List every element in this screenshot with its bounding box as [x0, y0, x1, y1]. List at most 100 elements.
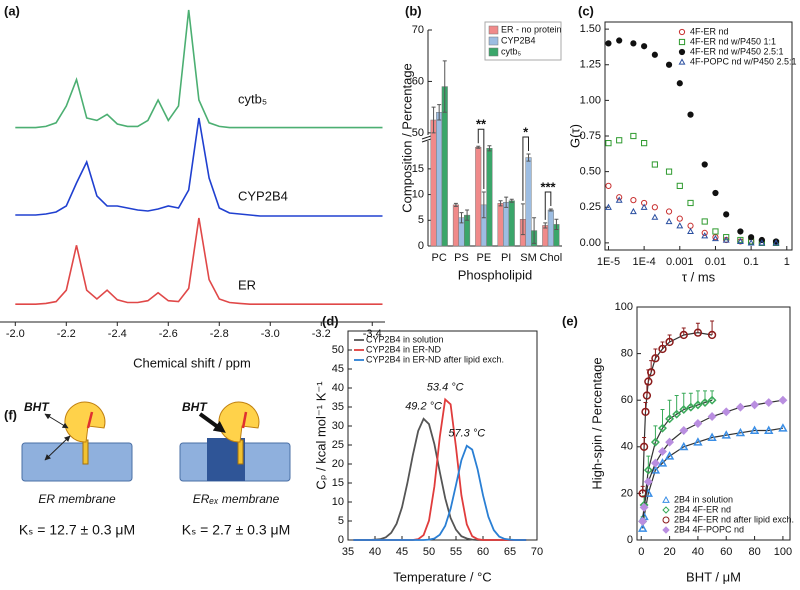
point [721, 407, 731, 417]
legend-swatch [488, 25, 499, 35]
point [747, 239, 755, 246]
line [353, 444, 527, 541]
panel-label: (c) [578, 3, 594, 18]
significance-label: * [523, 124, 529, 139]
point [712, 228, 719, 235]
point [662, 495, 670, 503]
point [630, 197, 637, 204]
membrane [21, 442, 133, 482]
diagram-right: BHT ERₑₓ membrane Kₛ = 2.7 ± 0.3 μM [179, 400, 291, 538]
legend-label: 2B4 in solution [674, 494, 733, 504]
y-tick-label: 0 [338, 534, 344, 546]
point [701, 229, 708, 236]
point [778, 423, 788, 432]
y-tick-label: 1.00 [580, 94, 601, 106]
x-tick-label: PC [432, 252, 447, 264]
significance-label: *** [540, 179, 556, 194]
x-tick-label: -2.0 [6, 328, 25, 340]
error-bar [487, 145, 492, 152]
point [651, 51, 658, 58]
y-tick-label: 25 [332, 439, 344, 451]
error-bar [465, 209, 470, 221]
point [707, 330, 717, 340]
panel-label: (b) [405, 3, 422, 18]
point [758, 239, 766, 246]
point [629, 207, 637, 215]
point [665, 168, 673, 175]
arrow [44, 435, 71, 461]
point [637, 523, 648, 532]
point [672, 409, 682, 419]
error-bar [509, 198, 514, 203]
point [693, 419, 703, 428]
point [665, 337, 674, 347]
point [664, 451, 675, 460]
x-tick-label: PI [501, 252, 511, 264]
x-tick-label: 40 [369, 546, 381, 558]
y-tick-label: 45 [332, 363, 344, 375]
point [605, 203, 612, 210]
x-axis-title: Phospholipid [458, 267, 532, 282]
error-bar [504, 196, 509, 208]
point [737, 228, 744, 235]
point [658, 446, 667, 456]
error-bar [481, 191, 486, 219]
error-bar [695, 322, 700, 333]
point [676, 182, 683, 189]
point [679, 426, 689, 435]
point [686, 402, 696, 412]
point [764, 425, 774, 434]
bar [475, 147, 482, 247]
y-axis-title: Cₚ / kcal mol⁻¹ K⁻¹ [313, 381, 328, 490]
panel-label: (a) [4, 3, 20, 18]
point [657, 458, 668, 467]
y-tick-label: 30 [332, 420, 344, 432]
x-tick-label: 0.001 [666, 256, 694, 268]
y-tick-label: 50 [332, 344, 344, 356]
legend-label: 4F-ER nd w/P450 2.5:1 [690, 46, 784, 56]
legend-label: 2B4 4F-ER nd [674, 504, 731, 514]
point [687, 227, 694, 235]
ligand-label: BHT [182, 400, 208, 414]
point [707, 412, 717, 421]
point [679, 330, 688, 340]
point [662, 506, 670, 514]
y-tick-label: 40 [332, 382, 344, 394]
significance-bracket [522, 136, 529, 201]
ligand-label: BHT [24, 400, 50, 414]
y-tick-label: 70 [412, 24, 424, 36]
point [643, 477, 653, 487]
peak-label: 53.4 °C [427, 381, 464, 393]
error-bar [710, 320, 715, 335]
x-tick-label: -2.6 [159, 328, 178, 340]
legend-label: CYP2B4 in solution [366, 334, 444, 344]
y-tick-label: 10 [332, 496, 344, 508]
point [707, 432, 717, 441]
error-bar [695, 390, 700, 405]
point [641, 140, 648, 147]
series-label: CYP2B4 [238, 188, 288, 203]
x-tick-label: 55 [450, 546, 462, 558]
point [749, 425, 760, 434]
x-tick-label: PE [476, 252, 491, 264]
legend-label: 2B4 4F-ER nd after lipid exch. [674, 514, 794, 524]
error-bar [642, 436, 647, 447]
legend-label: CYP2B4 in ER-ND after lipid exch. [366, 354, 504, 364]
spectrum-line [15, 217, 383, 305]
membrane-label: ERₑₓ membrane [193, 492, 280, 506]
error-bar [710, 390, 715, 401]
point [735, 427, 746, 437]
point [650, 465, 661, 474]
point [735, 402, 745, 412]
error-bar [437, 104, 442, 121]
y-tick-label: 0 [627, 534, 633, 546]
x-tick-label: -3.2 [312, 328, 331, 340]
point [676, 215, 683, 222]
point [651, 213, 659, 220]
legend-swatch [488, 36, 499, 46]
membrane-label: ER membrane [38, 492, 116, 506]
point [665, 217, 673, 225]
point [687, 111, 694, 118]
x-tick-label: 35 [342, 546, 354, 558]
fit-line [642, 331, 713, 494]
